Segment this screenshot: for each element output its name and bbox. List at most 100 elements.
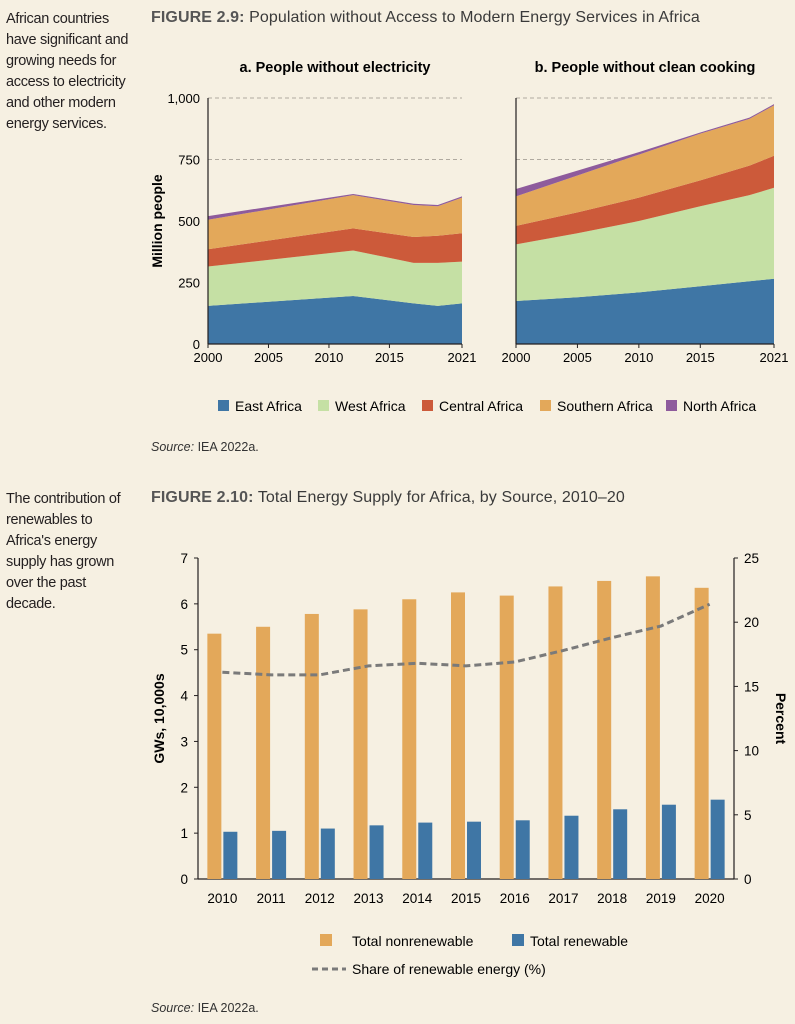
fig1-y-tick-label: 750 <box>178 153 200 168</box>
fig1-x-tick-label: 2005 <box>563 350 592 365</box>
fig2-right-tick-label: 0 <box>744 872 752 887</box>
bar-total-nonrenewable <box>548 586 563 879</box>
fig1-number: FIGURE 2.9: <box>151 9 245 26</box>
panel-b-area-east-africa <box>516 278 774 344</box>
panel-a-title: a. People without electricity <box>240 60 431 76</box>
fig1-x-tick-label: 2000 <box>502 350 531 365</box>
fig2-left-tick-label: 4 <box>180 689 188 704</box>
fig2-right-tick-label: 10 <box>744 744 759 759</box>
panel-b-area-west-africa <box>516 187 774 301</box>
legend-label-share-renewable: Share of renewable energy (%) <box>352 961 546 977</box>
legend-swatch-east-africa <box>218 400 229 411</box>
fig1-source: Source: IEA 2022a. <box>151 440 259 454</box>
fig2-left-tick-label: 0 <box>180 872 188 887</box>
panel-b-area-southern-africa <box>516 105 774 226</box>
fig2-left-tick-label: 2 <box>180 780 188 795</box>
fig2-x-tick-label: 2020 <box>695 891 725 906</box>
fig1-y-tick-label: 250 <box>178 276 200 291</box>
fig1-source-text: IEA 2022a. <box>197 440 259 454</box>
panel-a-area-southern-africa <box>208 195 462 250</box>
fig1-title: FIGURE 2.9: Population without Access to… <box>151 9 700 27</box>
bar-total-nonrenewable <box>207 633 222 879</box>
panel-b-title: b. People without clean cooking <box>535 60 756 76</box>
legend-swatch-southern-africa <box>540 400 551 411</box>
fig1-y-axis-label: Million people <box>149 174 165 268</box>
bar-total-renewable <box>613 809 628 879</box>
legend-label-north-africa: North Africa <box>683 398 756 414</box>
fig2-x-tick-label: 2010 <box>207 891 237 906</box>
fig1-x-tick-label: 2005 <box>254 350 283 365</box>
bar-total-renewable <box>564 815 579 879</box>
bar-total-renewable <box>223 831 238 879</box>
bar-total-nonrenewable <box>451 592 465 879</box>
figure-2-10-chart: 0 1 2 3 4 5 6 7 0 5 10 15 20 25 GWs, 10,000s Percent 201… <box>151 551 789 977</box>
panel-a-area-central-africa <box>208 228 462 267</box>
bar-total-renewable <box>515 820 530 879</box>
fig2-right-tick-label: 5 <box>744 808 752 823</box>
bar-total-nonrenewable <box>353 609 368 879</box>
legend-label-central-africa: Central Africa <box>439 398 523 414</box>
legend-label-total-nonrenewable: Total nonrenewable <box>352 933 474 949</box>
legend-swatch-total-nonrenewable <box>320 934 332 946</box>
fig2-right-axis-label: Percent <box>773 693 789 745</box>
bar-total-nonrenewable <box>499 595 514 879</box>
bar-total-nonrenewable <box>304 613 319 879</box>
fig2-right-tick-label: 25 <box>744 551 759 566</box>
bar-total-renewable <box>369 825 384 879</box>
bar-total-renewable <box>661 804 676 879</box>
fig2-x-tick-label: 2014 <box>402 891 433 906</box>
legend-swatch-north-africa <box>666 400 677 411</box>
fig2-number: FIGURE 2.10: <box>151 489 254 506</box>
fig2-source: Source: IEA 2022a. <box>151 1001 259 1015</box>
fig2-left-tick-label: 1 <box>180 826 188 841</box>
bar-total-nonrenewable <box>645 576 660 879</box>
legend-swatch-central-africa <box>422 400 433 411</box>
fig1-x-tick-label: 2015 <box>686 350 715 365</box>
bar-total-renewable <box>320 828 335 879</box>
fig2-left-tick-label: 7 <box>180 551 188 566</box>
fig1-x-tick-label: 2021 <box>760 350 789 365</box>
fig1-y-tick-label: 0 <box>193 337 200 352</box>
fig2-title: FIGURE 2.10: Total Energy Supply for Afr… <box>151 489 625 507</box>
legend-label-total-renewable: Total renewable <box>530 933 628 949</box>
fig1-x-tick-label: 2010 <box>314 350 343 365</box>
bar-total-renewable <box>710 799 725 879</box>
legend-swatch-total-renewable <box>512 934 524 946</box>
fig1-y-tick-label: 500 <box>178 214 200 229</box>
fig2-x-tick-label: 2017 <box>548 891 578 906</box>
line-share-renewable <box>222 602 711 677</box>
bar-total-nonrenewable <box>256 626 271 879</box>
legend-swatch-west-africa <box>318 400 329 411</box>
fig2-left-tick-label: 6 <box>180 597 188 612</box>
figure-2-9-chart: Million people 0 250 500 750 1,000 2000 2005 201… <box>149 60 789 414</box>
fig2-title-text: Total Energy Supply for Africa, by Sourc… <box>257 489 625 506</box>
bar-total-renewable <box>418 822 433 879</box>
fig2-x-tick-label: 2016 <box>500 891 530 906</box>
fig2-x-tick-label: 2012 <box>305 891 335 906</box>
bar-total-nonrenewable <box>694 587 709 879</box>
bar-total-nonrenewable <box>402 599 417 879</box>
fig1-sidenote: African countries have significant and g… <box>6 11 129 132</box>
fig1-x-tick-label: 2000 <box>194 350 223 365</box>
legend-label-southern-africa: Southern Africa <box>557 398 653 414</box>
bar-total-nonrenewable <box>597 580 612 879</box>
bar-total-renewable <box>272 830 287 879</box>
fig1-source-label: Source: <box>151 440 195 454</box>
fig2-x-tick-label: 2019 <box>646 891 676 906</box>
legend-label-west-africa: West Africa <box>335 398 406 414</box>
fig1-x-tick-label: 2015 <box>375 350 404 365</box>
fig1-x-tick-label: 2010 <box>624 350 653 365</box>
fig2-x-tick-label: 2018 <box>597 891 627 906</box>
panel-a-area-west-africa <box>208 250 462 306</box>
panel-a-area-east-africa <box>208 296 462 344</box>
legend-label-east-africa: East Africa <box>235 398 302 414</box>
panel-b-area-north-africa <box>516 104 774 197</box>
fig2-sidenote: The contribution of renewables to Africa… <box>6 491 121 612</box>
fig2-left-tick-label: 5 <box>180 643 188 658</box>
fig1-title-text: Population without Access to Modern Ener… <box>249 9 700 26</box>
bar-total-renewable <box>467 821 481 879</box>
panel-b-area-central-africa <box>516 155 774 245</box>
fig2-x-tick-label: 2011 <box>257 891 286 906</box>
fig1-y-tick-label: 1,000 <box>167 91 200 106</box>
fig2-right-tick-label: 15 <box>744 679 759 694</box>
